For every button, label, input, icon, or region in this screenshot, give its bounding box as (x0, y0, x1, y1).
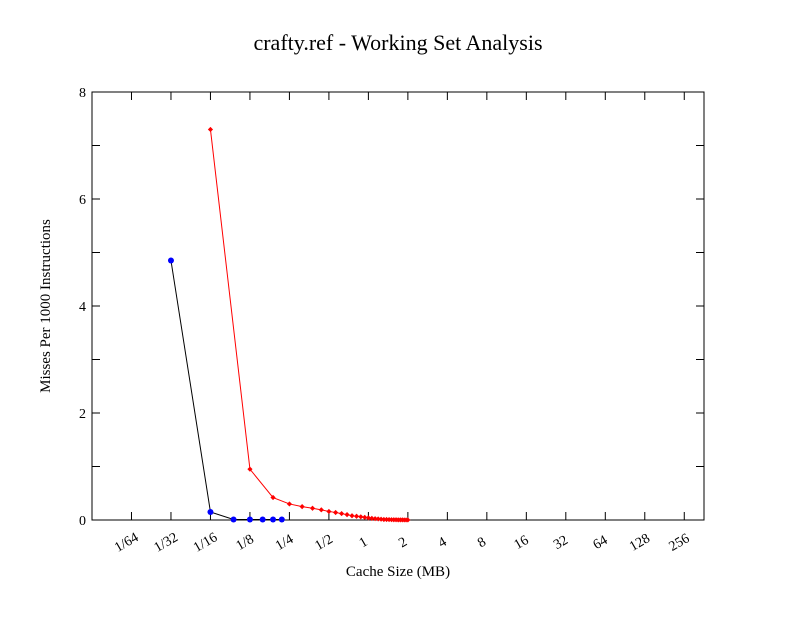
x-tick-label: 1/2 (313, 532, 336, 554)
x-tick-label: 1/4 (273, 532, 296, 554)
data-point (372, 516, 378, 522)
plot-frame (91, 91, 705, 521)
data-point (369, 515, 375, 521)
x-tick-label: 8 (475, 535, 489, 551)
y-tick-label: 0 (79, 514, 86, 529)
chart-title: crafty.ref - Working Set Analysis (253, 30, 542, 55)
data-point (381, 516, 387, 523)
data-point (270, 516, 277, 523)
data-point (358, 514, 364, 520)
x-tick-label: 1/32 (152, 530, 181, 555)
data-point (326, 508, 332, 515)
series-line (209, 129, 408, 521)
data-point (299, 504, 305, 510)
series-1 (207, 126, 411, 523)
x-tick-label: 128 (627, 531, 653, 554)
data-point (309, 505, 316, 511)
y-axis-label: Misses Per 1000 Instructions (38, 219, 54, 393)
data-point (383, 516, 390, 523)
data-point (375, 516, 381, 522)
data-point (365, 515, 371, 521)
y-tick-label: 4 (79, 300, 86, 315)
x-tick-label: 1/16 (191, 530, 220, 555)
x-axis-label: Cache Size (MB) (346, 564, 450, 580)
data-point (278, 516, 285, 523)
y-tick-label: 8 (79, 86, 86, 101)
data-point (259, 516, 266, 523)
x-tick-labels: 1/64 1/32 1/16 1/8 1/4 1/2 1 2 4 8 16 32 64 128 256 (112, 530, 692, 555)
data-point (230, 516, 237, 523)
series-0 (167, 257, 285, 523)
data-point (344, 512, 350, 518)
y-tick-label: 2 (79, 407, 86, 422)
data-point (318, 507, 324, 513)
data-point (270, 494, 276, 501)
x-tick-label: 64 (591, 533, 611, 553)
data-point (167, 257, 174, 264)
x-tick-label: 16 (512, 533, 532, 553)
x-tick-label: 4 (436, 535, 450, 551)
data-point (353, 513, 360, 519)
data-point (349, 513, 355, 519)
x-tick-label: 256 (667, 531, 693, 554)
data-point (405, 517, 411, 523)
x-tick-label: 1/8 (234, 532, 257, 554)
data-point (247, 466, 253, 472)
x-tick-label: 32 (551, 533, 571, 553)
data-point (362, 514, 368, 520)
data-point (339, 510, 345, 517)
series-layer (167, 126, 411, 523)
data-point (333, 509, 339, 516)
series-line (170, 260, 282, 520)
x-tick-label: 1/64 (112, 530, 141, 555)
tick-marks (92, 91, 704, 521)
data-point (207, 126, 214, 133)
y-tick-label: 6 (79, 193, 86, 208)
data-point (246, 516, 253, 523)
data-point (207, 508, 214, 515)
data-point (286, 501, 293, 507)
x-tick-label: 1 (357, 535, 371, 551)
x-tick-label: 2 (396, 535, 410, 551)
y-tick-labels: 0 2 4 6 8 (79, 86, 86, 529)
